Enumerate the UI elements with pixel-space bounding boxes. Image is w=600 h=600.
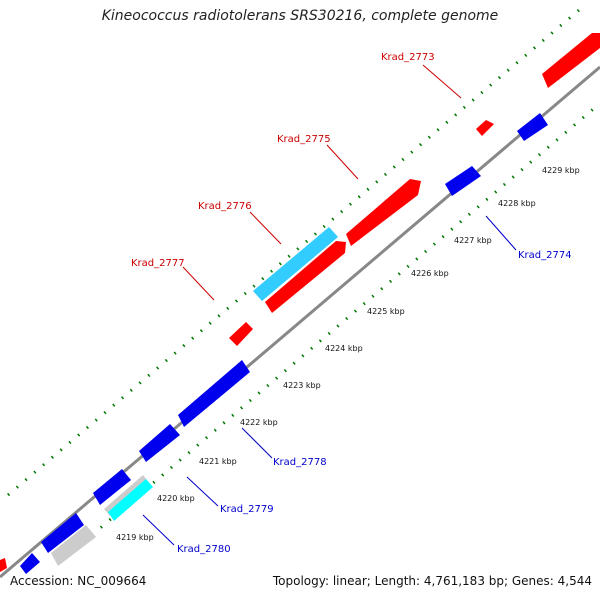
gene-krad-2774-arrow[interactable] xyxy=(517,113,548,141)
leader-krad-2779 xyxy=(186,476,219,507)
kbp-label: 4226 kbp xyxy=(411,269,449,278)
gene-small-forward-arrow-2[interactable] xyxy=(229,322,253,346)
gene-krad-2776-block[interactable] xyxy=(253,227,338,301)
kbp-label: 4229 kbp xyxy=(542,166,580,175)
kbp-label: 4227 kbp xyxy=(454,236,492,245)
gene-label-krad-2773[interactable]: Krad_2773 xyxy=(381,52,435,63)
kbp-label: 4225 kbp xyxy=(367,307,405,316)
leader-krad-2777 xyxy=(182,266,215,301)
kbp-label: 4219 kbp xyxy=(116,533,154,542)
gene-label-krad-2777[interactable]: Krad_2777 xyxy=(131,258,185,269)
kbp-label: 4220 kbp xyxy=(157,494,195,503)
genome-title: Kineococcus radiotolerans SRS30216, comp… xyxy=(101,8,499,24)
gene-krad-2773-arrow[interactable] xyxy=(542,33,600,88)
leader-krad-2780 xyxy=(142,514,175,546)
gene-krad-2779-arrow[interactable] xyxy=(93,469,131,505)
kbp-scale-labels: 4219 kbp 4220 kbp 4221 kbp 4222 kbp 4223… xyxy=(116,166,580,542)
gene-reverse-arrow-3[interactable] xyxy=(178,360,250,427)
leader-krad-2776 xyxy=(249,211,282,245)
gene-label-krad-2778[interactable]: Krad_2778 xyxy=(273,457,327,468)
gene-krad-2780-rna[interactable] xyxy=(108,479,153,521)
gene-grey-feature-2[interactable] xyxy=(51,525,96,566)
gene-reverse-arrow-4[interactable] xyxy=(41,513,84,553)
gene-label-krad-2775[interactable]: Krad_2775 xyxy=(277,134,331,145)
kbp-label: 4224 kbp xyxy=(325,344,363,353)
gene-edge-fragment[interactable] xyxy=(0,558,7,572)
leader-krad-2774 xyxy=(485,215,517,251)
accession-label: Accession: NC_009664 xyxy=(10,574,147,588)
gene-small-forward-arrow[interactable] xyxy=(476,120,494,136)
lower-tick-track xyxy=(91,103,599,537)
kbp-label: 4221 kbp xyxy=(199,457,237,466)
gene-label-krad-2774[interactable]: Krad_2774 xyxy=(518,250,572,261)
gene-label-krad-2780[interactable]: Krad_2780 xyxy=(177,544,231,555)
gene-labels: Krad_2773 Krad_2774 Krad_2775 Krad_2776 … xyxy=(131,52,572,555)
gene-reverse-arrow-2[interactable] xyxy=(445,166,481,196)
gene-label-krad-2779[interactable]: Krad_2779 xyxy=(220,504,274,515)
gene-krad-2777-arrow[interactable] xyxy=(265,241,346,313)
reverse-strand-features xyxy=(0,113,548,574)
kbp-label: 4222 kbp xyxy=(240,418,278,427)
kbp-label: 4228 kbp xyxy=(498,199,536,208)
gene-label-krad-2776[interactable]: Krad_2776 xyxy=(198,201,252,212)
leader-krad-2775 xyxy=(326,144,359,180)
leader-lines xyxy=(142,64,517,546)
gene-krad-2775-arrow[interactable] xyxy=(346,179,421,246)
kbp-label: 4223 kbp xyxy=(283,381,321,390)
genome-summary: Topology: linear; Length: 4,761,183 bp; … xyxy=(272,574,592,588)
leader-krad-2778 xyxy=(241,427,273,459)
gene-krad-2778-arrow[interactable] xyxy=(139,424,180,462)
upper-tick-track xyxy=(7,3,586,497)
tick-tracks xyxy=(7,3,599,537)
gene-reverse-arrow-5[interactable] xyxy=(20,553,40,574)
leader-krad-2773 xyxy=(422,64,462,99)
forward-strand-features xyxy=(229,33,600,346)
